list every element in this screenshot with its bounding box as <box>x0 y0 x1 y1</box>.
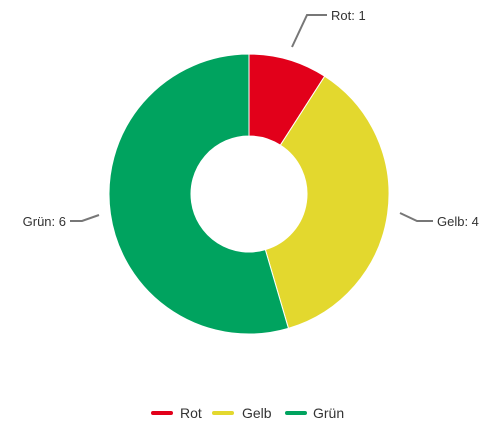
legend-swatch-rot <box>151 411 173 415</box>
legend-item-gelb[interactable]: Gelb <box>212 405 272 421</box>
data-label-gelb: Gelb: 4 <box>437 214 479 229</box>
connector-gelb <box>399 212 433 222</box>
slice-gelb[interactable] <box>264 75 390 329</box>
data-labels-group: Rot: 1 Gelb: 4 Grün: 6 <box>23 8 479 229</box>
legend-swatch-gelb <box>212 411 234 415</box>
legend-label-grun: Grün <box>313 405 344 421</box>
data-label-rot: Rot: 1 <box>331 8 366 23</box>
legend-label-gelb: Gelb <box>242 405 272 421</box>
slices-group <box>108 53 390 335</box>
connector-grun <box>70 214 100 222</box>
data-label-grun: Grün: 6 <box>23 214 66 229</box>
legend-label-rot: Rot <box>180 405 202 421</box>
legend-item-grun[interactable]: Grün <box>285 405 344 421</box>
legend-item-rot[interactable]: Rot <box>151 405 202 421</box>
slice-grun[interactable] <box>108 53 290 335</box>
legend-swatch-grun <box>285 411 307 415</box>
connector-rot <box>291 14 327 48</box>
legend[interactable]: Rot Gelb Grün <box>151 405 344 421</box>
